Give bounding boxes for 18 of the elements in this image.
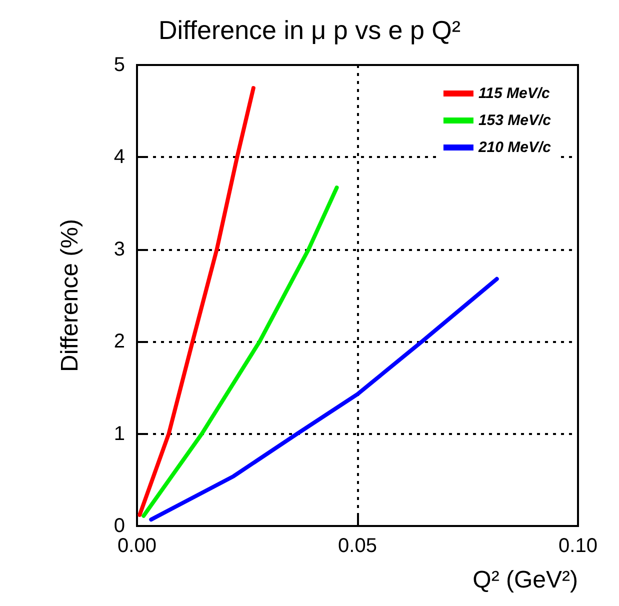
y-tick-label: 2	[114, 330, 125, 353]
x-tick-label: 0.10	[558, 535, 598, 557]
line-series	[138, 86, 256, 517]
y-tick-label: 4	[114, 146, 125, 168]
legend-label: 115 MeV/c	[478, 85, 551, 102]
y-tick-label: 0	[114, 515, 125, 537]
y-tick-label: 5	[114, 54, 125, 76]
x-axis-title: Q² (GeV²)	[472, 566, 578, 594]
x-tick-label: 0.05	[338, 535, 377, 557]
legend-label: 153 MeV/c	[478, 112, 552, 129]
y-tick-label: 3	[114, 238, 125, 260]
line-series	[149, 276, 499, 522]
y-axis-title: Difference (%)	[56, 219, 84, 372]
chart-title: Difference in μ p vs e p Q²	[158, 15, 461, 45]
x-tick-label: 0.00	[118, 535, 156, 557]
line-series	[142, 186, 339, 518]
legend-label: 210 MeV/c	[477, 139, 552, 156]
y-tick-label: 1	[114, 422, 125, 445]
